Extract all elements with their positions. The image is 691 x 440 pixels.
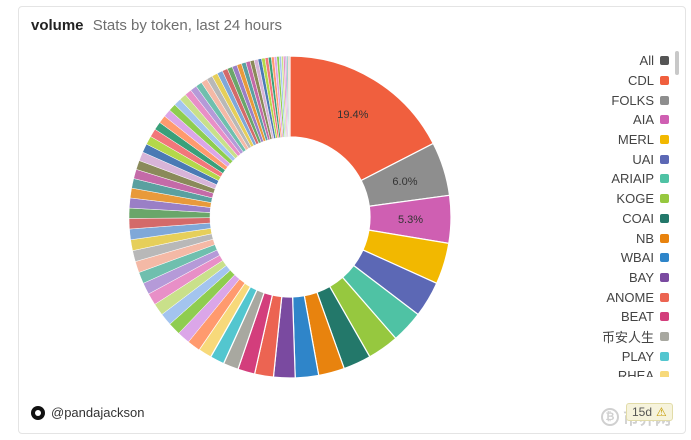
author-footer[interactable]: @pandajackson [31,405,144,420]
legend-scrollbar[interactable] [675,51,679,75]
legend-item[interactable]: BAY [579,268,669,288]
legend-label: RHEA [617,368,654,377]
legend-label: FOLKS [611,92,654,108]
legend-swatch [660,253,669,263]
legend-item[interactable]: MERL [579,130,669,150]
age-text: 15d [632,405,653,419]
legend-label: WBAI [620,250,654,266]
legend-swatch [660,331,669,341]
legend-label: COAI [622,210,654,226]
legend-swatch [660,194,669,204]
legend-item[interactable]: WBAI [579,248,669,268]
legend-label: UAI [632,151,654,167]
title-name: volume [31,17,84,34]
legend-swatch [660,95,669,105]
author-avatar [31,405,45,420]
slice-data-label: 19.4% [337,109,368,121]
legend-item[interactable]: RHEA [579,366,669,377]
legend-label: PLAY [621,348,654,364]
pie-slice[interactable] [288,55,291,138]
legend-swatch [660,135,669,145]
legend-label: NB [635,230,654,246]
legend-item[interactable]: All [579,51,669,71]
title-subtitle: Stats by token, last 24 hours [92,17,282,34]
legend-item[interactable]: 币安人生 [579,327,669,347]
legend-label: All [639,53,654,69]
legend-item[interactable]: PLAY [579,346,669,366]
legend-swatch [660,174,669,184]
legend-label: ANOME [606,289,654,305]
legend-swatch [660,76,669,86]
legend-item[interactable]: ANOME [579,287,669,307]
legend-swatch [660,154,669,164]
legend-swatch [660,56,669,66]
legend-item[interactable]: FOLKS [579,90,669,110]
warning-icon: ⚠ [656,405,667,419]
legend-swatch [660,312,669,322]
legend-item[interactable]: KOGE [579,189,669,209]
slice-data-label: 6.0% [392,176,417,188]
legend-label: 币安人生 [601,329,654,345]
legend-swatch [660,213,669,223]
legend-item[interactable]: UAI [579,149,669,169]
legend-item[interactable]: NB [579,228,669,248]
legend-label: BEAT [621,309,654,325]
chart-title: volume Stats by token, last 24 hours [31,17,282,34]
legend-label: KOGE [616,191,654,207]
legend-item[interactable]: CDL [579,71,669,91]
legend-swatch [660,115,669,125]
watermark-coin-icon: ₿ [601,408,619,426]
legend-item[interactable]: BEAT [579,307,669,327]
legend-swatch [660,351,669,361]
slice-data-label: 5.3% [398,214,423,226]
pie-slice[interactable] [289,55,435,182]
donut-chart: 19.4% 6.0% 5.3% [128,55,452,379]
chart-legend: All CDL FOLKS AIA MERL UAI ARIAIP KOGE COAI NB WBA… [579,51,669,377]
author-name: @pandajackson [51,405,145,420]
legend-item[interactable]: COAI [579,209,669,229]
legend-item[interactable]: ARIAIP [579,169,669,189]
legend-swatch [660,272,669,282]
legend-label: ARIAIP [611,171,654,187]
legend-label: CDL [627,73,654,89]
legend-swatch [660,292,669,302]
legend-item[interactable]: AIA [579,110,669,130]
legend-label: BAY [628,269,654,285]
chart-card: volume Stats by token, last 24 hours 19.… [18,6,686,434]
age-badge[interactable]: 15d ⚠ [626,403,673,421]
legend-swatch [660,233,669,243]
legend-label: MERL [617,132,654,148]
legend-swatch [660,371,669,377]
legend-label: AIA [633,112,654,128]
